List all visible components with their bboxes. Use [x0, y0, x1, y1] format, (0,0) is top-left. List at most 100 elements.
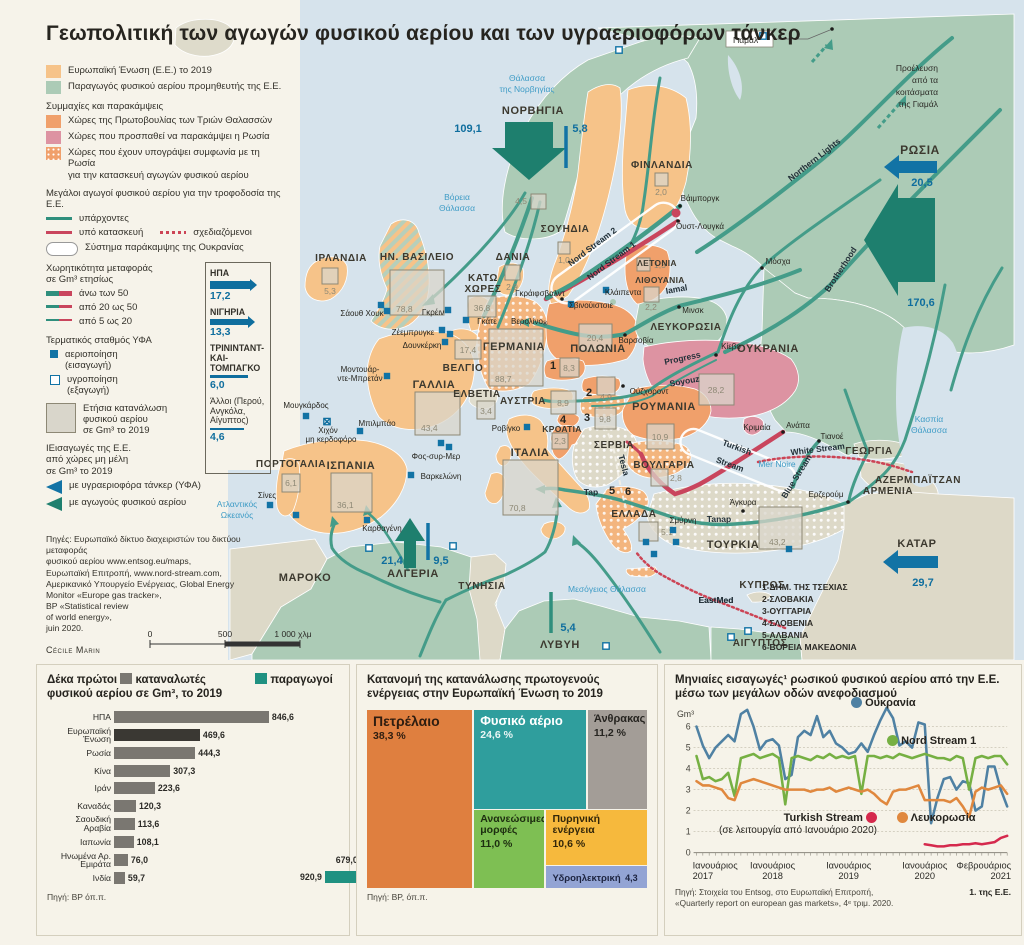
pipeline-caucasus — [843, 388, 870, 502]
panel-top-consumers-producers: Δέκα πρώτοι καταναλωτές παραγωγοί φυσικο… — [36, 664, 508, 936]
pipeline-moscow-kiev — [716, 178, 882, 354]
legend-ukraine-bypass: Σύστημα παράκαμψης της Ουκρανίας — [85, 241, 244, 253]
lng-box-name-nigeria: ΝΙΓΗΡΙΑ — [210, 306, 246, 317]
consumption-box-bulgaria — [650, 468, 669, 487]
lng-imports-box: ΗΠΑ 17,2 ΝΙΓΗΡΙΑ 13,3 ΤΡΙΝΙΝΤΑΝΤ-ΚΑΙ-ΤΟΜ… — [205, 262, 271, 474]
lng-terminal-import-icon — [642, 538, 650, 546]
flow-value-algeria-lng: 9,5 — [433, 555, 448, 567]
arrowhead-yamal-2 — [824, 39, 833, 50]
caspian-sea — [896, 326, 964, 488]
note-label-yamal-origin-4: της Γιαμάλ — [898, 99, 938, 109]
consumption-box-switzerland — [476, 400, 496, 420]
legend-swatch-signed-icon — [46, 147, 61, 161]
region-number-6: 6 — [625, 486, 631, 498]
legend-bypass-russia: Χώρες που προσπαθεί να παρακάμψει η Ρωσί… — [68, 131, 270, 143]
lng-terminal-import-icon — [567, 300, 575, 308]
callout-ukraine: Ουκρανία — [851, 697, 916, 709]
ytick-5: 5 — [686, 742, 691, 752]
ytick-3: 3 — [686, 784, 691, 794]
country-label-algeria: ΑΛΓΕΡΙΑ — [387, 568, 439, 580]
flow-arrow-norway-pipe — [492, 122, 566, 180]
flow-arrow-russia-lng — [884, 155, 937, 179]
consumption-box-ireland — [321, 267, 339, 285]
consumption-value-germany: 88,7 — [495, 374, 512, 384]
arrowhead-greenstream — [572, 535, 581, 546]
ukraine-dot-icon — [851, 697, 862, 708]
lng-terminal-import-icon — [523, 423, 531, 431]
note-label-yamal-origin-3: κοιτάσματα — [896, 87, 938, 97]
treemap-hydro-pct: 4,3 % — [625, 873, 638, 884]
treemap-coal-label: Άνθρακας — [593, 712, 646, 725]
pipeline-soyouz — [591, 359, 717, 407]
consumption-box-finland — [654, 172, 669, 187]
map-author: Cécile Marin — [46, 645, 101, 655]
country-label-ukraine: ΟΥΚΡΑΝΙΑ — [737, 343, 799, 355]
country-label-armenia: ΑΡΜΕΝΙΑ — [863, 486, 913, 497]
pipeline-label-tanap: Tanap — [707, 514, 731, 524]
callout-belarus: Λευκορωσία — [897, 812, 976, 824]
treemap-oil-label: Πετρέλαιο — [373, 712, 440, 729]
callout-turkish: Turkish Stream (σε λειτουργία από Ιανουά… — [719, 812, 877, 836]
lng-terminal-import-icon — [446, 330, 454, 338]
white-sea — [727, 55, 742, 100]
consumption-box-hungary — [594, 407, 617, 430]
page-title: Γεωπολιτική των αγωγών φυσικού αερίου κα… — [46, 22, 801, 45]
lng-terminal-import-icon — [441, 338, 449, 346]
lng-terminal-import-icon — [445, 443, 453, 451]
consumption-value-greece: 5,1 — [661, 527, 673, 537]
sea-label-norwegian-2: της Νορβηγίας — [499, 84, 554, 94]
dual-bar-chart: ΗΠΑ 846,6 Ευρωπαϊκή Ένωση 469,6 Ρωσία 444,3 Κί… — [47, 708, 508, 888]
lng-box-value-others: 4,6 — [210, 431, 225, 444]
country-label-libya: ΛΥΒΥΗ — [540, 639, 580, 651]
country-label-russia: ΡΩΣΙΑ — [900, 143, 940, 157]
pipeline-turkish-stream-ext — [625, 440, 643, 456]
legend-swatch-producer-icon — [46, 81, 61, 94]
legend-consumption-box-icon — [46, 402, 76, 433]
sea-label-mediterranean: Μεσόγειος Θάλασσα — [568, 584, 646, 594]
legend-swatch-bypass-icon — [46, 131, 61, 145]
berlin-star-icon: ✳ — [542, 319, 549, 328]
pipeline-yamal-europe — [533, 268, 802, 339]
city-dot-icon — [781, 430, 785, 434]
region-western-balkans — [571, 425, 638, 488]
legend-lng-import: με υγραεριοφόρα τάνκερ (ΥΦΑ) — [69, 479, 201, 491]
callout-turkish-note: (σε λειτουργία από Ιανουάριο 2020) — [719, 825, 877, 836]
consumption-box-czechia — [559, 357, 580, 378]
city-dot-icon — [817, 439, 821, 443]
pipeline-northern-lights — [695, 36, 954, 254]
p2-source: Πηγή: BP, όπ.π. — [367, 891, 428, 902]
xtick-year-2018: 2018 — [762, 871, 783, 881]
region-number-3: 3 — [584, 412, 590, 424]
map-sources: Πηγές: Ευρωπαϊκό δίκτυο διαχειριστών του… — [46, 534, 241, 634]
treemap-cell-coal: Άνθρακας 11,2 % — [587, 709, 647, 809]
consumption-value-ireland: 5,3 — [324, 286, 336, 296]
panel-monthly-imports: Μηνιαίες εισαγωγές¹ ρωσικού φυσικού αερί… — [664, 664, 1022, 936]
pipeline-gme — [329, 523, 442, 604]
consumer-row-Ιράν: Ιράν 223,6 — [94, 782, 180, 795]
p1-title-line2: φυσικού αερίου σε Gm³, το 2019 — [47, 688, 223, 701]
consumption-value-poland: 20,4 — [587, 333, 604, 343]
country-label-belgium: ΒΕΛΓΙΟ — [443, 363, 484, 374]
legend-regas: αεριοποίηση (εισαγωγή) — [65, 348, 118, 372]
consumption-box-france — [414, 391, 461, 436]
ytick-0: 0 — [686, 847, 691, 857]
pipeline-brotherhood — [723, 108, 1002, 354]
treemap-cell-nuclear: Πυρηνική ενέργεια 10,6 % — [546, 810, 647, 865]
legend-cap-5-20: από 5 ως 20 — [79, 316, 133, 328]
legend-signed-russia: Χώρες που έχουν υπογράψει συμφωνία με τη… — [68, 147, 260, 181]
consumers-column: ΗΠΑ 846,6 Ευρωπαϊκή Ένωση 469,6 Ρωσία 444,3 Κί… — [47, 708, 297, 888]
xtick-year-2017: 2017 — [693, 871, 714, 881]
city-label-barcelona: Βαρκελώνη — [421, 472, 462, 481]
country-label-germany: ΓΕΡΜΑΝΙΑ — [483, 341, 545, 353]
consumption-value-portugal: 6,1 — [285, 478, 297, 488]
pipeline-white-stream-planned — [756, 455, 914, 474]
flow-arrow-russia-pipe — [864, 184, 935, 296]
consumption-value-uk: 78,8 — [396, 304, 413, 314]
consumption-box-italy — [502, 459, 559, 516]
region-list-4: 4-ΣΛΟΒΕΝΙΑ — [762, 618, 813, 628]
consumer-row-Καναδάς: Καναδάς 120,3 — [77, 799, 162, 812]
treemap-gas-pct: 24,6 % — [480, 729, 513, 742]
xtick-label-2020: Ιανουάριος — [902, 860, 948, 870]
region-list-6: 6-ΒΟΡΕΙΑ ΜΑΚΕΔΟΝΙΑ — [762, 642, 857, 652]
lng-terminal-import-icon — [650, 550, 658, 558]
